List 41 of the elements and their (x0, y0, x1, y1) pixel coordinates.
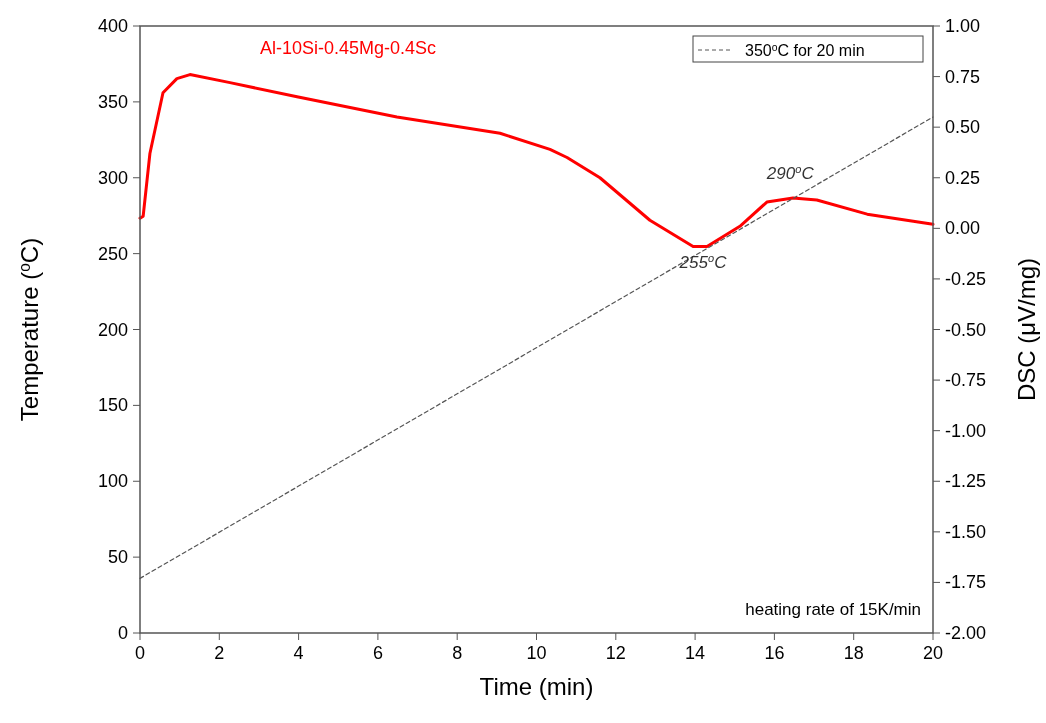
y-tick-label: 300 (97, 167, 128, 188)
x-tick-label: 8 (452, 643, 463, 663)
y2-tick-label: 0.50 (945, 117, 981, 138)
y2-tick-label: 0.00 (945, 218, 981, 239)
x-tick-label: 16 (764, 643, 785, 663)
y2-tick-label: -0.75 (945, 370, 987, 391)
annotation: 290$^{o}$C (765, 162, 815, 183)
y2-tick-label: 0.75 (945, 66, 981, 87)
y-tick-label: 250 (97, 243, 128, 264)
y-tick-label: 350 (97, 91, 128, 112)
y2-tick-label: -0.25 (945, 268, 987, 289)
y-tick-label: 100 (97, 471, 128, 492)
y2-tick-label: -1.50 (945, 521, 987, 542)
y-tick-label: 400 (97, 16, 128, 36)
y2-tick-label: -1.75 (945, 572, 987, 593)
annotation: 255$^{o}$C (678, 252, 728, 273)
y-tick-label: 50 (107, 547, 128, 568)
x-tick-label: 14 (685, 643, 706, 663)
y2-tick-label: -1.25 (945, 471, 987, 492)
x-tick-label: 4 (293, 643, 304, 663)
y2-axis-title: DSC (μV/mg) (1013, 257, 1040, 402)
y2-tick-label: -2.00 (945, 623, 987, 643)
x-tick-label: 18 (843, 643, 864, 663)
y2-tick-label: 0.25 (945, 167, 981, 188)
y2-tick-label: 1.00 (945, 16, 981, 36)
y2-tick-label: -1.00 (945, 420, 987, 441)
y2-tick-label: -0.50 (945, 319, 987, 340)
x-tick-label: 0 (134, 643, 146, 663)
y-tick-label: 150 (97, 395, 128, 416)
series-label: Al-10Si-0.45Mg-0.4Sc (260, 38, 437, 58)
x-axis-title: Time (min) (479, 673, 594, 700)
x-tick-label: 2 (214, 643, 225, 663)
y-tick-label: 0 (117, 623, 128, 643)
x-tick-label: 12 (605, 643, 626, 663)
y-tick-label: 200 (97, 319, 128, 340)
x-tick-label: 10 (526, 643, 547, 663)
x-tick-label: 20 (922, 643, 944, 663)
legend-label: 350$^{o}$C for 20 min (745, 41, 865, 59)
line-series (138, 73, 935, 249)
x-tick-label: 6 (372, 643, 383, 663)
annotation: heating rate of 15K/min (745, 600, 921, 619)
